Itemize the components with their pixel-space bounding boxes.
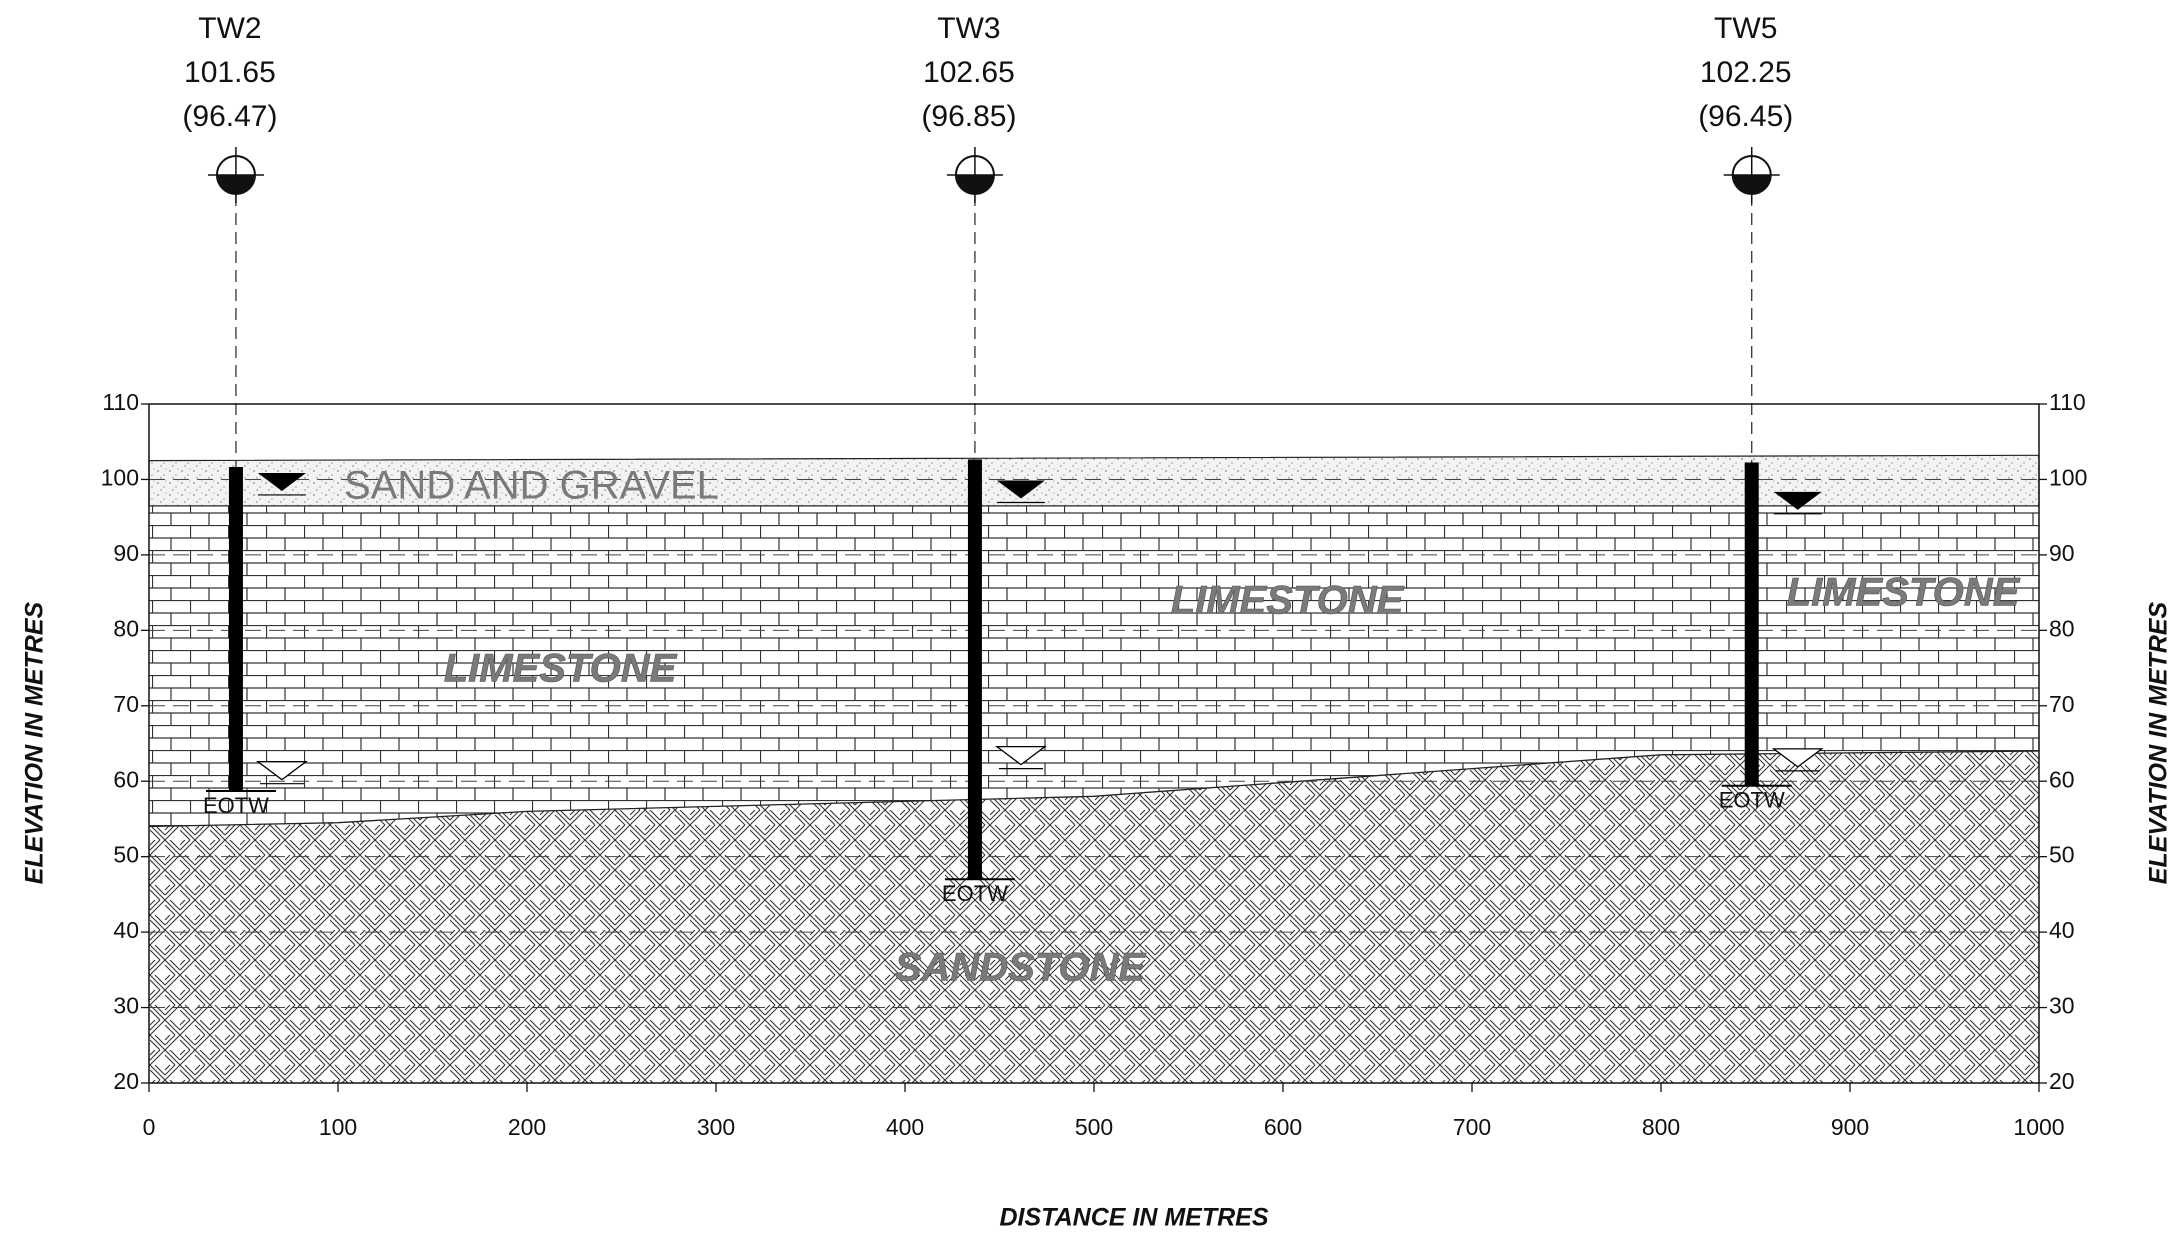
- y-tick-label-right: 80: [2049, 615, 2075, 641]
- y-tick-label-right: 20: [2049, 1068, 2075, 1094]
- well-name: TW2: [198, 12, 261, 45]
- layer-label: SAND AND GRAVEL: [344, 464, 719, 508]
- x-tick-label: 900: [1831, 1114, 1869, 1140]
- well-reading: (96.47): [182, 100, 277, 133]
- y-tick-label: 80: [113, 615, 139, 641]
- y-tick-label: 100: [101, 465, 139, 491]
- page: { "axes": { "xlim": [0, 1000], "ylim": […: [0, 0, 2178, 1230]
- x-tick-label: 300: [697, 1114, 735, 1140]
- x-tick-label: 0: [143, 1114, 156, 1140]
- x-tick-label: 500: [1075, 1114, 1113, 1140]
- x-axis-title: DISTANCE IN METRES: [1000, 1204, 1269, 1230]
- well-ground: 102.65: [923, 56, 1015, 89]
- well-ground: 101.65: [184, 56, 276, 89]
- well-casing: [968, 459, 982, 879]
- x-tick-label: 1000: [2013, 1114, 2064, 1140]
- y-axis-title-right: ELEVATION IN METRES: [2145, 601, 2173, 884]
- layer-label: LIMESTONE: [1787, 571, 2021, 615]
- x-tick-label: 100: [319, 1114, 357, 1140]
- y-tick-label: 50: [113, 842, 139, 868]
- layer-label: LIMESTONE: [1171, 579, 1405, 623]
- well-bottom-label: EOTW: [942, 881, 1008, 906]
- x-tick-label: 400: [886, 1114, 924, 1140]
- x-tick-label: 200: [508, 1114, 546, 1140]
- x-tick-label: 600: [1264, 1114, 1302, 1140]
- y-tick-label-right: 110: [2049, 389, 2086, 415]
- y-tick-label: 40: [113, 917, 139, 943]
- well-name: TW3: [937, 12, 1000, 45]
- well-casing: [1745, 462, 1759, 785]
- layer-label: SANDSTONE: [895, 946, 1147, 990]
- well-reading: (96.85): [921, 100, 1016, 133]
- y-tick-label-right: 90: [2049, 540, 2075, 566]
- well-name: TW5: [1714, 12, 1777, 45]
- x-tick-label: 700: [1453, 1114, 1491, 1140]
- y-axis-title: ELEVATION IN METRES: [21, 601, 49, 884]
- y-tick-label: 20: [113, 1068, 139, 1094]
- well-ground: 102.25: [1700, 56, 1792, 89]
- well-bottom-label: EOTW: [203, 793, 269, 818]
- y-tick-label: 30: [113, 993, 139, 1019]
- y-tick-label: 90: [113, 540, 139, 566]
- y-tick-label: 70: [113, 691, 139, 717]
- layer-label: LIMESTONE: [444, 647, 678, 691]
- cross-section: SAND AND GRAVEL LIMESTONE LIMESTONE LIME…: [0, 0, 2178, 1230]
- y-tick-label-right: 50: [2049, 842, 2075, 868]
- y-tick-label-right: 30: [2049, 993, 2075, 1019]
- y-tick-label: 110: [102, 389, 139, 415]
- y-tick-label-right: 40: [2049, 917, 2075, 943]
- well-bottom-label: EOTW: [1719, 788, 1785, 813]
- y-tick-label-right: 70: [2049, 691, 2075, 717]
- x-tick-label: 800: [1642, 1114, 1680, 1140]
- y-tick-label-right: 100: [2049, 465, 2087, 491]
- well-reading: (96.45): [1698, 100, 1793, 133]
- well-casing: [229, 467, 243, 791]
- y-tick-label-right: 60: [2049, 766, 2075, 792]
- y-tick-label: 60: [113, 766, 139, 792]
